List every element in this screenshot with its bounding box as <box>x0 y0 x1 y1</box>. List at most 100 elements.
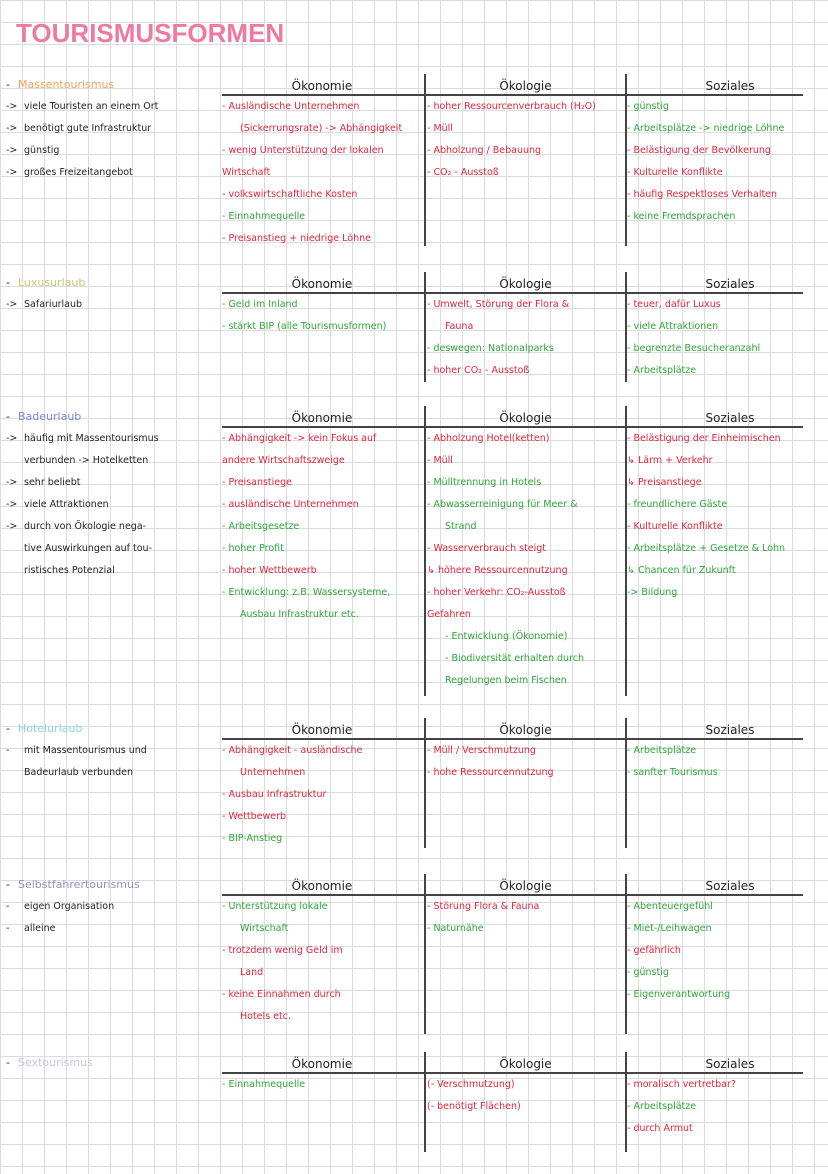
column-eco: Ökonomie - Ausländische Unternehmen (Sicke… <box>222 74 422 250</box>
column-eco: Ökonomie - Abhängigkeit - ausländische Unt… <box>222 718 422 850</box>
positive-point: - Arbeitsplätze <box>627 745 697 756</box>
negative-point: ↳ höhere Ressourcennutzung <box>427 565 568 576</box>
bullet-dash: - <box>6 745 10 756</box>
note-text: viele Attraktionen <box>24 499 109 510</box>
note-line: - eigen Organisation <box>6 896 216 918</box>
column-header: Soziales <box>705 879 755 893</box>
negative-point: - durch Armut <box>627 1123 693 1134</box>
section-hotelurlaub: - Hotelurlaub - mit Massentourismus und Bade… <box>0 718 828 870</box>
positive-point: Ausbau Infrastruktur etc. <box>240 609 359 620</box>
positive-point: - stärkt BIP (alle Tourismusformen) <box>222 321 387 332</box>
positive-point: - Entwicklung (Ökonomie) <box>445 631 568 642</box>
negative-point: Land <box>240 967 264 978</box>
arrow-icon: -> <box>6 433 18 444</box>
section-notes: - Sextourismus <box>6 1052 216 1074</box>
category-heading: - Sextourismus <box>6 1052 216 1074</box>
negative-point: - Belästigung der Bevölkerung <box>627 145 771 156</box>
column-divider <box>424 406 426 696</box>
category-name: Sextourismus <box>17 1056 93 1069</box>
note-line: ristisches Potenzial <box>6 560 216 582</box>
section-sextourismus: - Sextourismus Ökonomie - Einnahmequelle Öko… <box>0 1052 828 1174</box>
category-name: Luxusurlaub <box>17 276 86 289</box>
positive-point: - günstig <box>627 101 669 112</box>
note-text: häufig mit Massentourismus <box>24 433 159 444</box>
positive-point: ↳ Chancen für Zukunft <box>627 565 736 576</box>
column-divider <box>625 1052 627 1152</box>
note-text: ristisches Potenzial <box>24 565 115 576</box>
positive-point: - Geld im Inland <box>222 299 298 310</box>
positive-point: - BIP-Anstieg <box>222 833 283 844</box>
category-name: Massentourismus <box>17 78 115 91</box>
category-heading: - Badeurlaub <box>6 406 216 428</box>
column-divider <box>424 74 426 246</box>
note-line: verbunden -> Hotelketten <box>6 450 216 472</box>
negative-point: (Sickerrungsrate) -> Abhängigkeit <box>240 123 403 134</box>
note-line: -> durch von Ökologie nega- <box>6 516 216 538</box>
category-name: Badeurlaub <box>17 410 82 423</box>
negative-point: ↳ Lärm + Verkehr <box>627 455 713 466</box>
category-heading: - Massentourismus <box>6 74 216 96</box>
positive-point: - sanfter Tourismus <box>627 767 718 778</box>
column-oek: Ökologie - Störung Flora & Fauna - Naturnä… <box>427 874 624 940</box>
positive-point: - Miet-/Leihwagen <box>627 923 712 934</box>
note-text: alleine <box>24 923 56 934</box>
category-heading: - Selbstfahrertourismus <box>6 874 216 896</box>
column-header: Ökologie <box>499 879 552 893</box>
arrow-icon: -> <box>6 477 18 488</box>
negative-point: andere Wirtschaftszweige <box>222 455 345 466</box>
column-header: Ökonomie <box>291 277 353 291</box>
arrow-icon: -> <box>6 145 18 156</box>
column-soz: Soziales - teuer, dafür Luxus - viele Attr… <box>627 272 828 382</box>
column-header: Ökologie <box>499 277 552 291</box>
column-header: Ökonomie <box>291 1057 353 1071</box>
positive-point: - Arbeitsplätze -> niedrige Löhne <box>627 123 785 134</box>
section-selbstfahrertourismus: - Selbstfahrertourismus - eigen Organisatio… <box>0 874 828 1056</box>
positive-point: - Abwasserreinigung für Meer & <box>427 499 578 510</box>
negative-point: - moralisch vertretbar? <box>627 1079 736 1090</box>
column-divider <box>424 1052 426 1152</box>
positive-point: - Eigenverantwortung <box>627 989 731 1000</box>
positive-point: - Arbeitsplätze <box>627 365 697 376</box>
negative-point: Wirtschaft <box>222 167 271 178</box>
negative-point: - hoher Ressourcenverbrauch (H₂O) <box>427 101 596 112</box>
impact-table: Ökonomie - Einnahmequelle Ökologie (- Versc… <box>222 1052 803 1174</box>
positive-point: - Abenteuergefühl <box>627 901 713 912</box>
positive-point: - viele Attraktionen <box>627 321 719 332</box>
column-header: Soziales <box>705 79 755 93</box>
category-name: Selbstfahrertourismus <box>17 878 140 891</box>
positive-point: Regelungen beim Fischen <box>445 675 567 686</box>
positive-point: - keine Fremdsprachen <box>627 211 736 222</box>
positive-point: - Einnahmequelle <box>222 211 306 222</box>
column-divider <box>424 272 426 382</box>
header-divider <box>222 1072 803 1074</box>
positive-point: - Einnahmequelle <box>222 1079 306 1090</box>
negative-point: - Preisanstiege <box>222 477 293 488</box>
note-line: -> viele Attraktionen <box>6 494 216 516</box>
negative-point: (- Verschmutzung) <box>427 1079 515 1090</box>
positive-point: - Arbeitsplätze + Gesetze & Lohn <box>627 543 786 554</box>
positive-point: - freundlichere Gäste <box>627 499 728 510</box>
negative-point: - Abhängigkeit - ausländische <box>222 745 363 756</box>
negative-point: - wenig Unterstützung der lokalen <box>222 145 384 156</box>
positive-point: - Mülltrennung in Hotels <box>427 477 542 488</box>
bullet-dash: - <box>6 923 10 934</box>
note-text: sehr beliebt <box>24 477 81 488</box>
column-header: Soziales <box>705 723 755 737</box>
note-text: eigen Organisation <box>24 901 115 912</box>
note-text: tive Auswirkungen auf tou- <box>24 543 152 554</box>
positive-point: - deswegen: Nationalparks <box>427 343 554 354</box>
section-notes: - Massentourismus -> viele Touristen an ein… <box>6 74 216 184</box>
negative-point: - hoher Wettbewerb <box>222 565 317 576</box>
note-line: -> häufig mit Massentourismus <box>6 428 216 450</box>
column-divider <box>625 874 627 1034</box>
column-oek: Ökologie (- Verschmutzung) (- benötigt Flä… <box>427 1052 624 1118</box>
note-text: günstig <box>24 145 60 156</box>
negative-point: ↳ Preisanstiege <box>627 477 702 488</box>
bullet-dash: - <box>6 1056 10 1069</box>
section-luxusurlaub: - Luxusurlaub -> Safariurlaub Ökonomie - Geld… <box>0 272 828 404</box>
arrow-icon: -> <box>6 499 18 510</box>
note-text: verbunden -> Hotelketten <box>24 455 149 466</box>
impact-table: Ökonomie - Abhängigkeit -> kein Fokus auf… <box>222 406 803 718</box>
negative-point: - hohe Ressourcennutzung <box>427 767 554 778</box>
negative-point: - Wettbewerb <box>222 811 287 822</box>
